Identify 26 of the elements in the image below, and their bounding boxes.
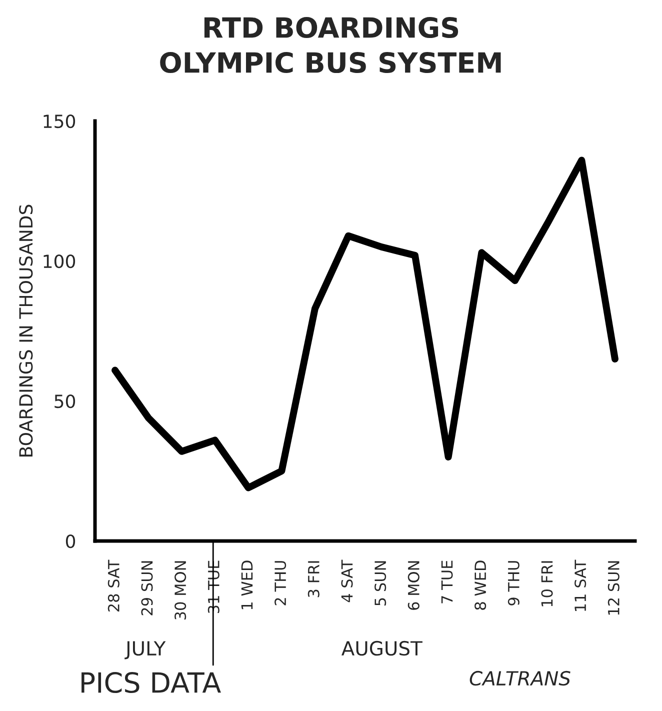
text: JULY bbox=[124, 641, 166, 660]
x-tick-label: 12 SUN bbox=[608, 561, 620, 615]
x-tick-label: 1 WED bbox=[241, 560, 253, 610]
x-tick-label: 2 THU bbox=[274, 561, 286, 606]
x-tick-label: 30 MON bbox=[174, 561, 186, 620]
x-tick-label: 28 SAT bbox=[108, 560, 120, 612]
x-tick-label: 3 FRI bbox=[308, 561, 320, 598]
x-tick-label: 6 MON bbox=[408, 561, 420, 610]
x-tick-label: 7 TUE bbox=[441, 560, 453, 604]
x-tick-label: 4 SAT bbox=[341, 560, 353, 602]
y-axis-title: BOARDINGS IN THOUSANDS bbox=[19, 204, 33, 456]
x-tick-label: 9 THU bbox=[508, 561, 520, 606]
x-tick-label: 5 SUN bbox=[374, 561, 386, 606]
x-tick-label: 8 WED bbox=[474, 560, 486, 610]
y-tick-label: 0 bbox=[66, 534, 76, 548]
y-tick-label: 150 bbox=[44, 114, 76, 128]
y-tick-label: 100 bbox=[44, 254, 76, 268]
x-tick-label: 29 SUN bbox=[141, 561, 153, 616]
text: AUGUST bbox=[342, 640, 422, 656]
text: CALTRANS bbox=[470, 670, 570, 686]
chart-subtitle: OLYMPIC BUS SYSTEM bbox=[160, 52, 501, 74]
chart-title: RTD BOARDINGS bbox=[204, 17, 458, 38]
x-tick-label: 10 FRI bbox=[541, 561, 553, 606]
y-tick-label: 50 bbox=[54, 394, 76, 408]
x-tick-label: 11 SAT bbox=[574, 560, 586, 611]
text: PICS DATA bbox=[82, 672, 221, 694]
